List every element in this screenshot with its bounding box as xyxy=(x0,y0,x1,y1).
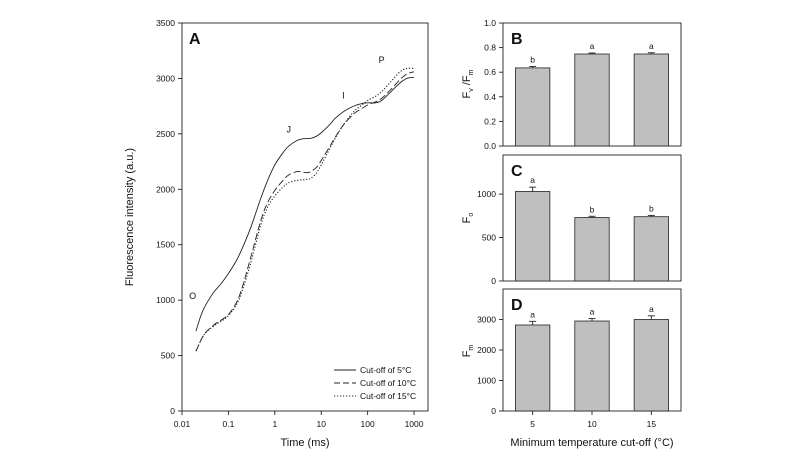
bar xyxy=(574,320,610,412)
panel-b-bar-chart: 0.0 0.2 0.4 0.6 0.8 1.0 b a a B Fv /Fm xyxy=(461,18,682,151)
panel-a-y-tick-label: 1000 xyxy=(156,295,175,305)
panel-a-point-label: J xyxy=(287,125,292,135)
panel-a-point-label: P xyxy=(379,55,385,65)
panel-a-letter: A xyxy=(189,31,201,48)
panel-a-y-tick-label: 3000 xyxy=(156,73,175,83)
panel-d-y-axis-title: Fm xyxy=(461,345,475,358)
panel-a-y-tick-label: 2500 xyxy=(156,129,175,139)
panel-c-letter: C xyxy=(511,163,523,180)
panel-y-tick-label: 0.4 xyxy=(484,92,496,102)
panel-a-series-lines xyxy=(195,67,415,352)
bar xyxy=(515,191,551,282)
panel-a-point-label: O xyxy=(189,291,196,301)
panel-a-x-tick-label: 1 xyxy=(272,419,277,429)
bar xyxy=(515,324,551,412)
fm-sub: m xyxy=(468,345,475,351)
panel-y-tick-label: 0.2 xyxy=(484,116,496,126)
panel-y-tick-label: 2000 xyxy=(477,345,496,355)
bar xyxy=(574,217,610,282)
significance-label: b xyxy=(530,54,535,64)
panel-b-bars: b a a xyxy=(515,41,669,147)
panel-d-x-ticks: 5 10 15 xyxy=(530,411,656,429)
fvfm-sep: /F xyxy=(461,75,473,88)
panel-a-x-tick-label: 1000 xyxy=(405,419,424,429)
panel-x-tick-label: 5 xyxy=(530,419,535,429)
bar xyxy=(633,53,669,147)
panel-a-x-tick-label: 0.1 xyxy=(222,419,234,429)
significance-label: a xyxy=(530,175,535,185)
fvfm-main: F xyxy=(461,91,473,98)
panel-a-y-tick-label: 2000 xyxy=(156,184,175,194)
panel-y-tick-label: 0.8 xyxy=(484,43,496,53)
panel-a-frame xyxy=(181,22,429,412)
panel-d-bar-chart: 0 1000 2000 3000 5 10 15 a a a D Fm Minimum tem… xyxy=(461,288,682,449)
bar xyxy=(574,53,610,147)
significance-label: a xyxy=(590,41,595,51)
panel-a-y-tick-label: 0 xyxy=(170,406,175,416)
significance-label: a xyxy=(649,304,654,314)
fo-sub: o xyxy=(468,213,475,217)
panel-a-series-line-0 xyxy=(195,76,415,332)
fm-main: F xyxy=(461,350,473,357)
legend-label-15c: Cut-off of 15°C xyxy=(360,391,416,401)
significance-label: a xyxy=(649,41,654,51)
panel-y-tick-label: 1.0 xyxy=(484,18,496,28)
panel-a-x-axis-title: Time (ms) xyxy=(280,437,329,449)
panel-y-tick-label: 0.6 xyxy=(484,67,496,77)
panel-y-tick-label: 1000 xyxy=(477,376,496,386)
panel-a-line-chart: 0 500 1000 1500 2000 2500 3000 3500 0.01 0.1 1 10 1… xyxy=(124,18,429,449)
panel-a-y-axis-title: Fluorescence intensity (a.u.) xyxy=(124,148,136,286)
fo-main: F xyxy=(461,216,473,223)
legend-label-5c: Cut-off of 5°C xyxy=(360,365,411,375)
panel-b-y-axis-title: Fv /Fm xyxy=(461,69,475,98)
panel-c-bar-chart: 0 500 1000 a b b C Fo xyxy=(461,154,682,286)
panel-x-tick-label: 15 xyxy=(647,419,657,429)
bar xyxy=(633,319,669,412)
bar xyxy=(633,216,669,282)
panel-a-y-tick-label: 3500 xyxy=(156,18,175,28)
significance-label: a xyxy=(590,307,595,317)
panel-a-x-ticks: 0.01 0.1 1 10 100 1000 xyxy=(174,411,424,429)
panel-b-letter: B xyxy=(511,31,523,48)
panel-b-y-ticks: 0.0 0.2 0.4 0.6 0.8 1.0 xyxy=(484,18,503,151)
fvfm-sub-v: v xyxy=(468,88,475,92)
panel-a-point-label: I xyxy=(342,90,345,100)
bar xyxy=(515,67,551,147)
panel-c-y-axis-title: Fo xyxy=(461,213,475,224)
panel-y-tick-label: 0.0 xyxy=(484,141,496,151)
panel-c-y-ticks: 0 500 1000 xyxy=(477,189,503,286)
panel-y-tick-label: 0 xyxy=(491,276,496,286)
panel-a-legend: Cut-off of 5°C Cut-off of 10°C Cut-off o… xyxy=(334,365,416,401)
panel-a-x-tick-label: 0.01 xyxy=(174,419,191,429)
panel-c-bars: a b b xyxy=(515,175,669,282)
panel-a-x-tick-label: 10 xyxy=(316,419,326,429)
panel-a-y-tick-label: 500 xyxy=(161,351,175,361)
panel-x-tick-label: 10 xyxy=(587,419,597,429)
fvfm-sub-m: m xyxy=(468,69,475,75)
panel-d-x-axis-title: Minimum temperature cut-off (°C) xyxy=(510,437,673,449)
panel-a-series-line-2 xyxy=(195,67,415,352)
legend-label-10c: Cut-off of 10°C xyxy=(360,378,416,388)
panel-a-annotations: O J I P xyxy=(189,55,384,301)
panel-y-tick-label: 500 xyxy=(482,233,496,243)
panel-a-x-tick-label: 100 xyxy=(361,419,375,429)
panel-a-y-tick-label: 1500 xyxy=(156,240,175,250)
significance-label: a xyxy=(530,309,535,319)
significance-label: b xyxy=(649,203,654,213)
panel-d-letter: D xyxy=(511,297,523,314)
panel-d-y-ticks: 0 1000 2000 3000 xyxy=(477,315,503,416)
panel-y-tick-label: 3000 xyxy=(477,315,496,325)
significance-label: b xyxy=(590,204,595,214)
panel-a-y-ticks: 0 500 1000 1500 2000 2500 3000 3500 xyxy=(156,18,182,416)
panel-a-series-line-1 xyxy=(195,71,415,352)
panel-y-tick-label: 0 xyxy=(491,406,496,416)
panel-y-tick-label: 1000 xyxy=(477,189,496,199)
